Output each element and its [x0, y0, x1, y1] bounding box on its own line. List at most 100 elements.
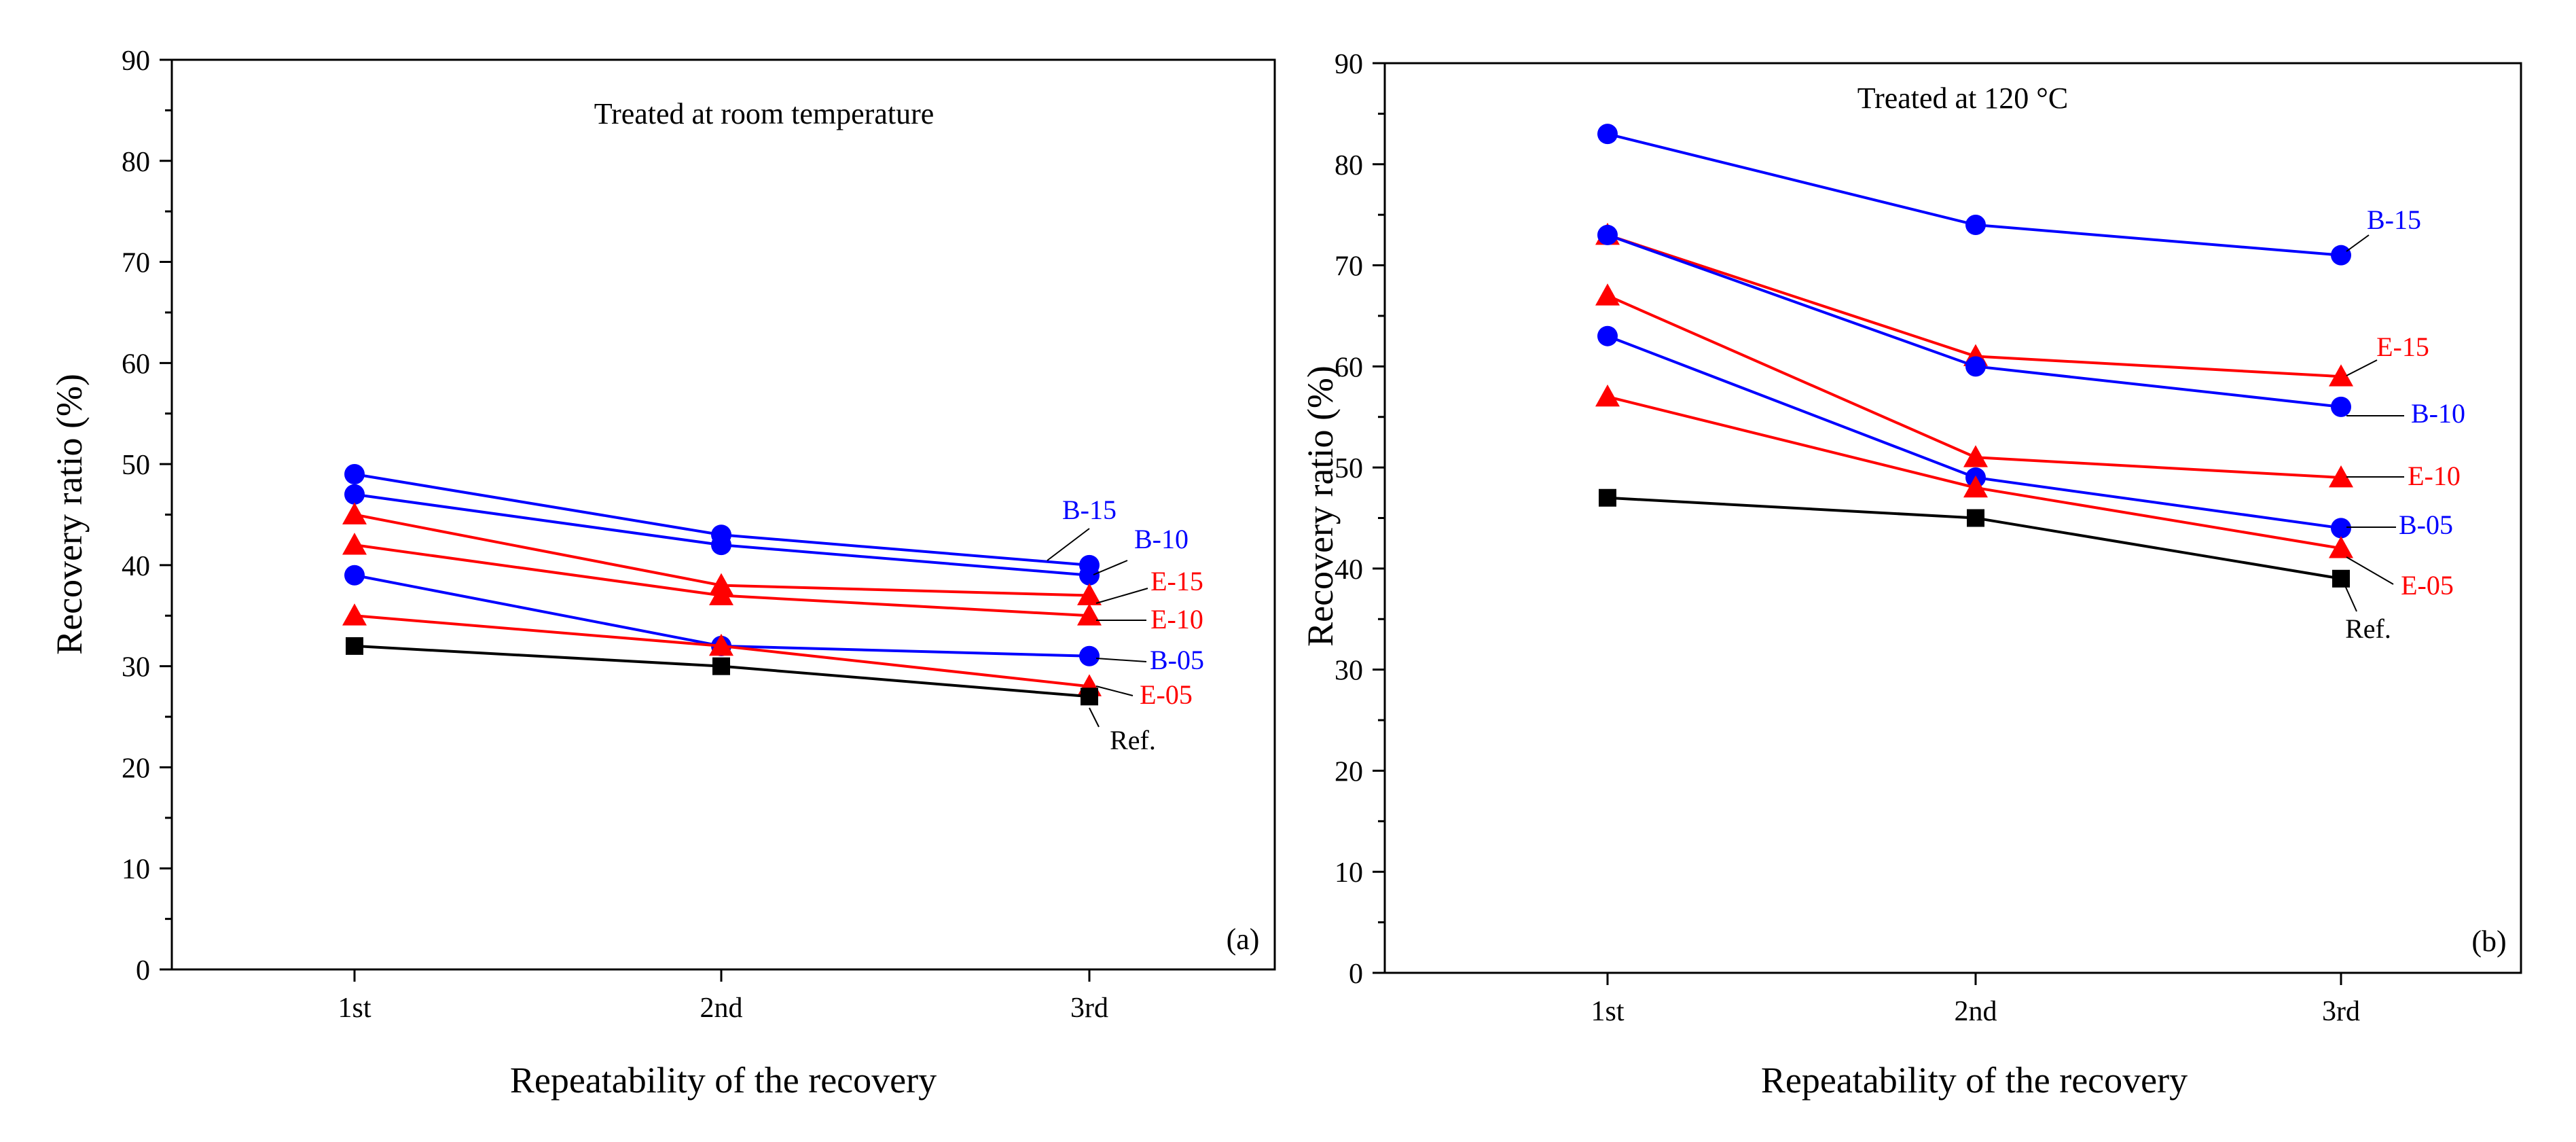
panel-b-series-label-b-05: B-05 — [2399, 510, 2453, 540]
panel-a-leader-b-10 — [1093, 560, 1128, 575]
panel-b-point-b-05-3rd — [2331, 518, 2351, 539]
panel-b-x-tick-label: 1st — [1591, 996, 1624, 1027]
panel-b-series-e-10 — [1595, 283, 2353, 488]
panel-a-y-tick-label: 80 — [122, 147, 150, 178]
panel-a-x-tick-label: 2nd — [700, 993, 743, 1024]
panel-a-chart: 0 10 20 30 40 50 60 70 80 90 1st 2nd 3rd Recovery rat… — [49, 46, 1276, 1101]
panel-b-series-label-b-15: B-15 — [2367, 204, 2421, 235]
panel-a-y-tick-label: 70 — [122, 248, 150, 279]
panel-b-leader-ref — [2344, 584, 2357, 612]
panel-b-point-ref-2nd — [1967, 509, 1984, 527]
panel-b-point-e-05-1st — [1595, 384, 1620, 407]
panel-a-point-b-10-2nd — [711, 535, 731, 556]
panel-b-y-tick-label: 10 — [1335, 857, 1363, 889]
panel-a-point-e-10-3rd — [1077, 603, 1102, 626]
panel-b-y-axis-title: Recovery ratio (%) — [1300, 365, 1341, 647]
panel-a-panel-label: (a) — [1227, 923, 1260, 956]
panel-b-series-label-e-15: E-15 — [2376, 332, 2429, 362]
panel-b-point-b-10-1st — [1597, 224, 1618, 245]
panel-b-point-b-05-1st — [1597, 325, 1618, 346]
panel-b-series-b-10 — [1597, 224, 2351, 417]
panel-a-point-e-10-2nd — [709, 583, 733, 605]
panel-b-series-e-05 — [1595, 384, 2353, 558]
panel-b-title: Treated at 120 °C — [1857, 82, 2069, 115]
panel-b-point-ref-3rd — [2332, 569, 2350, 588]
panel-b-series-label-b-10: B-10 — [2411, 398, 2465, 429]
panel-a-y-tick-label: 30 — [122, 652, 150, 683]
panel-a-series-label-e-10: E-10 — [1150, 604, 1203, 635]
panel-a-series-label-b-05: B-05 — [1150, 645, 1204, 675]
panel-a-series-label-e-15: E-15 — [1150, 566, 1203, 596]
panel-a-y-tick-label: 60 — [122, 349, 150, 380]
panel-b-leader-b-15 — [2346, 234, 2370, 252]
panel-a-point-b-10-1st — [344, 484, 365, 505]
panel-b-point-e-10-3rd — [2329, 465, 2353, 488]
panel-a-point-ref-2nd — [712, 657, 730, 675]
panel-b-y-tick-label: 30 — [1335, 656, 1363, 687]
panel-b-y-tick-label: 80 — [1335, 150, 1363, 181]
panel-a-series-ref — [346, 637, 1098, 706]
panel-a-y-tick-label: 10 — [122, 854, 150, 885]
panel-a-point-b-05-3rd — [1079, 645, 1100, 666]
panel-b-y-tick-label: 90 — [1335, 49, 1363, 80]
panel-a-y-tick-label: 50 — [122, 450, 150, 481]
panel-a-leader-ref — [1089, 707, 1100, 728]
panel-b-line-b-10 — [1607, 234, 2342, 408]
panel-b-y-tick-label: 40 — [1335, 554, 1363, 586]
panel-a-point-ref-3rd — [1081, 688, 1098, 706]
panel-a-point-b-15-1st — [344, 463, 365, 484]
panel-b-point-e-10-1st — [1595, 283, 1620, 306]
panel-b-y-tick-label: 50 — [1335, 453, 1363, 484]
panel-a-point-e-05-2nd — [709, 633, 733, 656]
panel-a-y-tick-label: 20 — [122, 753, 150, 784]
panel-b-y-tick-label: 20 — [1335, 756, 1363, 787]
panel-a-point-ref-1st — [346, 637, 363, 655]
panel-a-x-tick-label: 3rd — [1070, 993, 1108, 1024]
panel-b-point-b-10-2nd — [1965, 356, 1986, 377]
panel-b-point-e-10-2nd — [1963, 445, 1988, 467]
panel-b-line-b-15 — [1607, 132, 2342, 257]
panel-a-y-axis-title: Recovery ratio (%) — [49, 374, 90, 655]
panel-b-series-b-15 — [1597, 124, 2351, 266]
panel-a-series-e-10 — [342, 533, 1102, 626]
panel-b-series-ref — [1599, 488, 2350, 588]
panel-a-series-b-10 — [344, 484, 1100, 586]
panel-b-point-b-15-2nd — [1965, 215, 1986, 236]
panel-b-point-b-15-1st — [1597, 124, 1618, 145]
panel-b-leader-e-05 — [2346, 556, 2394, 585]
panel-b-point-b-15-3rd — [2331, 245, 2351, 266]
panel-a-series-e-05 — [342, 603, 1102, 696]
panel-a-x-tick-label: 1st — [338, 993, 371, 1024]
panel-b-point-e-15-3rd — [2329, 364, 2353, 387]
panel-a-y-tick-label: 90 — [122, 46, 150, 77]
panel-b-panel-label: (b) — [2471, 925, 2506, 958]
panel-b-y-tick-label: 60 — [1335, 352, 1363, 383]
panel-b-series-label-e-05: E-05 — [2401, 570, 2454, 601]
panel-a-series-label-e-05: E-05 — [1140, 679, 1193, 710]
panel-b-x-tick-label: 3rd — [2322, 996, 2360, 1027]
panel-a-series-label-ref: Ref. — [1110, 725, 1156, 755]
panel-b-point-e-05-2nd — [1963, 475, 1988, 498]
panel-a-point-e-05-1st — [342, 603, 367, 626]
panel-b-x-tick-label: 2nd — [1955, 996, 1997, 1027]
panel-a-series-label-b-10: B-10 — [1134, 524, 1189, 554]
panel-b-point-b-10-3rd — [2331, 396, 2351, 417]
panel-b-point-e-05-3rd — [2329, 536, 2353, 558]
panel-a-leader-e-15 — [1095, 588, 1148, 604]
panel-a-series-label-b-15: B-15 — [1062, 495, 1117, 525]
panel-b-y-tick-label: 70 — [1335, 251, 1363, 283]
panel-b-point-ref-1st — [1599, 488, 1616, 507]
panel-a-leader-b-15 — [1047, 528, 1090, 561]
panel-a-x-axis-title: Repeatability of the recovery — [510, 1060, 937, 1101]
panel-a-leader-e-05 — [1095, 685, 1133, 696]
panel-b-x-axis-title: Repeatability of the recovery — [1761, 1060, 2188, 1101]
panel-b-leader-e-15 — [2346, 359, 2378, 376]
panel-b-y-tick-label: 0 — [1349, 959, 1363, 990]
panel-a-y-tick-label: 0 — [136, 955, 150, 986]
panel-a-point-e-10-1st — [342, 533, 367, 555]
panel-b-chart: 0 10 20 30 40 50 60 70 80 90 1st 2nd 3rd Recovery rat… — [1300, 49, 2522, 1101]
panel-b-series-label-ref: Ref. — [2345, 613, 2391, 644]
panel-a-leader-b-05 — [1095, 658, 1147, 662]
panel-a-point-b-10-3rd — [1079, 565, 1100, 586]
